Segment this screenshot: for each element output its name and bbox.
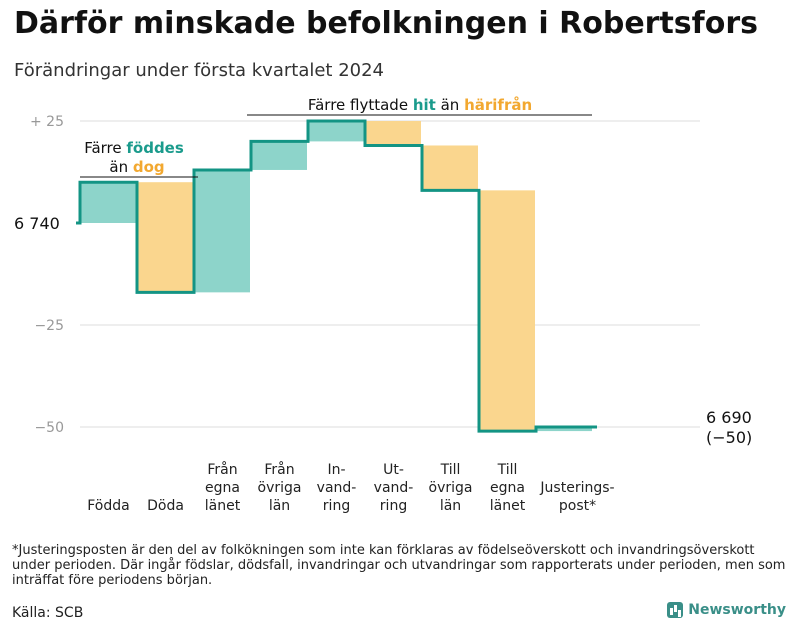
waterfall-chart: + 25 −25 −50 6 740 6 690(−50) Födda Döda Från eg…	[14, 96, 752, 514]
newsworthy-icon	[667, 602, 684, 618]
start-value-label: 6 740	[14, 214, 60, 233]
category-label-6: Ut-vand-ring	[374, 462, 414, 514]
category-label-8: Till egna länet	[490, 462, 526, 514]
source-label: Källa: SCB	[12, 605, 84, 621]
bar-6	[366, 121, 421, 146]
bar-1	[81, 182, 136, 223]
end-change-label: (−50)	[706, 428, 752, 447]
category-label-7: Till övriga län	[429, 462, 473, 514]
category-label-3: Från egna länet	[205, 461, 241, 514]
chart-title: Därför minskade befolkningen i Robertsfo…	[14, 6, 758, 41]
y-tick-label: −25	[34, 318, 64, 334]
y-tick-label: −50	[34, 420, 64, 436]
move-annotation: Färre flyttade hit än härifrån	[308, 96, 532, 114]
category-label-5: In-vand-ring	[317, 462, 357, 514]
bar-2	[138, 182, 193, 293]
brand-name: Newsworthy	[688, 602, 786, 618]
bar-4	[252, 141, 307, 170]
footnote: *Justeringsposten är den del av folkökni…	[12, 543, 786, 588]
birth-annotation-line1: Färre föddes	[84, 139, 184, 157]
category-label-4: Från övriga län	[258, 461, 302, 514]
bar-9	[537, 427, 592, 432]
running-total-line	[76, 119, 597, 433]
category-label-1: Födda	[87, 498, 129, 514]
bar-3	[195, 169, 250, 293]
bar-7	[423, 145, 478, 191]
y-tick-label: + 25	[30, 114, 64, 130]
category-label-2: Döda	[147, 498, 184, 514]
bar-8	[480, 190, 535, 432]
brand-logo: Newsworthy	[667, 602, 786, 618]
category-label-9: Justerings-post*	[539, 480, 614, 514]
birth-annotation-line2: än dog	[109, 158, 164, 176]
chart-subtitle: Förändringar under första kvartalet 2024	[14, 60, 385, 81]
end-value-label: 6 690	[706, 408, 752, 427]
bar-5	[309, 121, 364, 142]
